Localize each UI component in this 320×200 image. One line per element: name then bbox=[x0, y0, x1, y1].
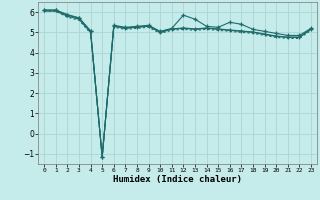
X-axis label: Humidex (Indice chaleur): Humidex (Indice chaleur) bbox=[113, 175, 242, 184]
